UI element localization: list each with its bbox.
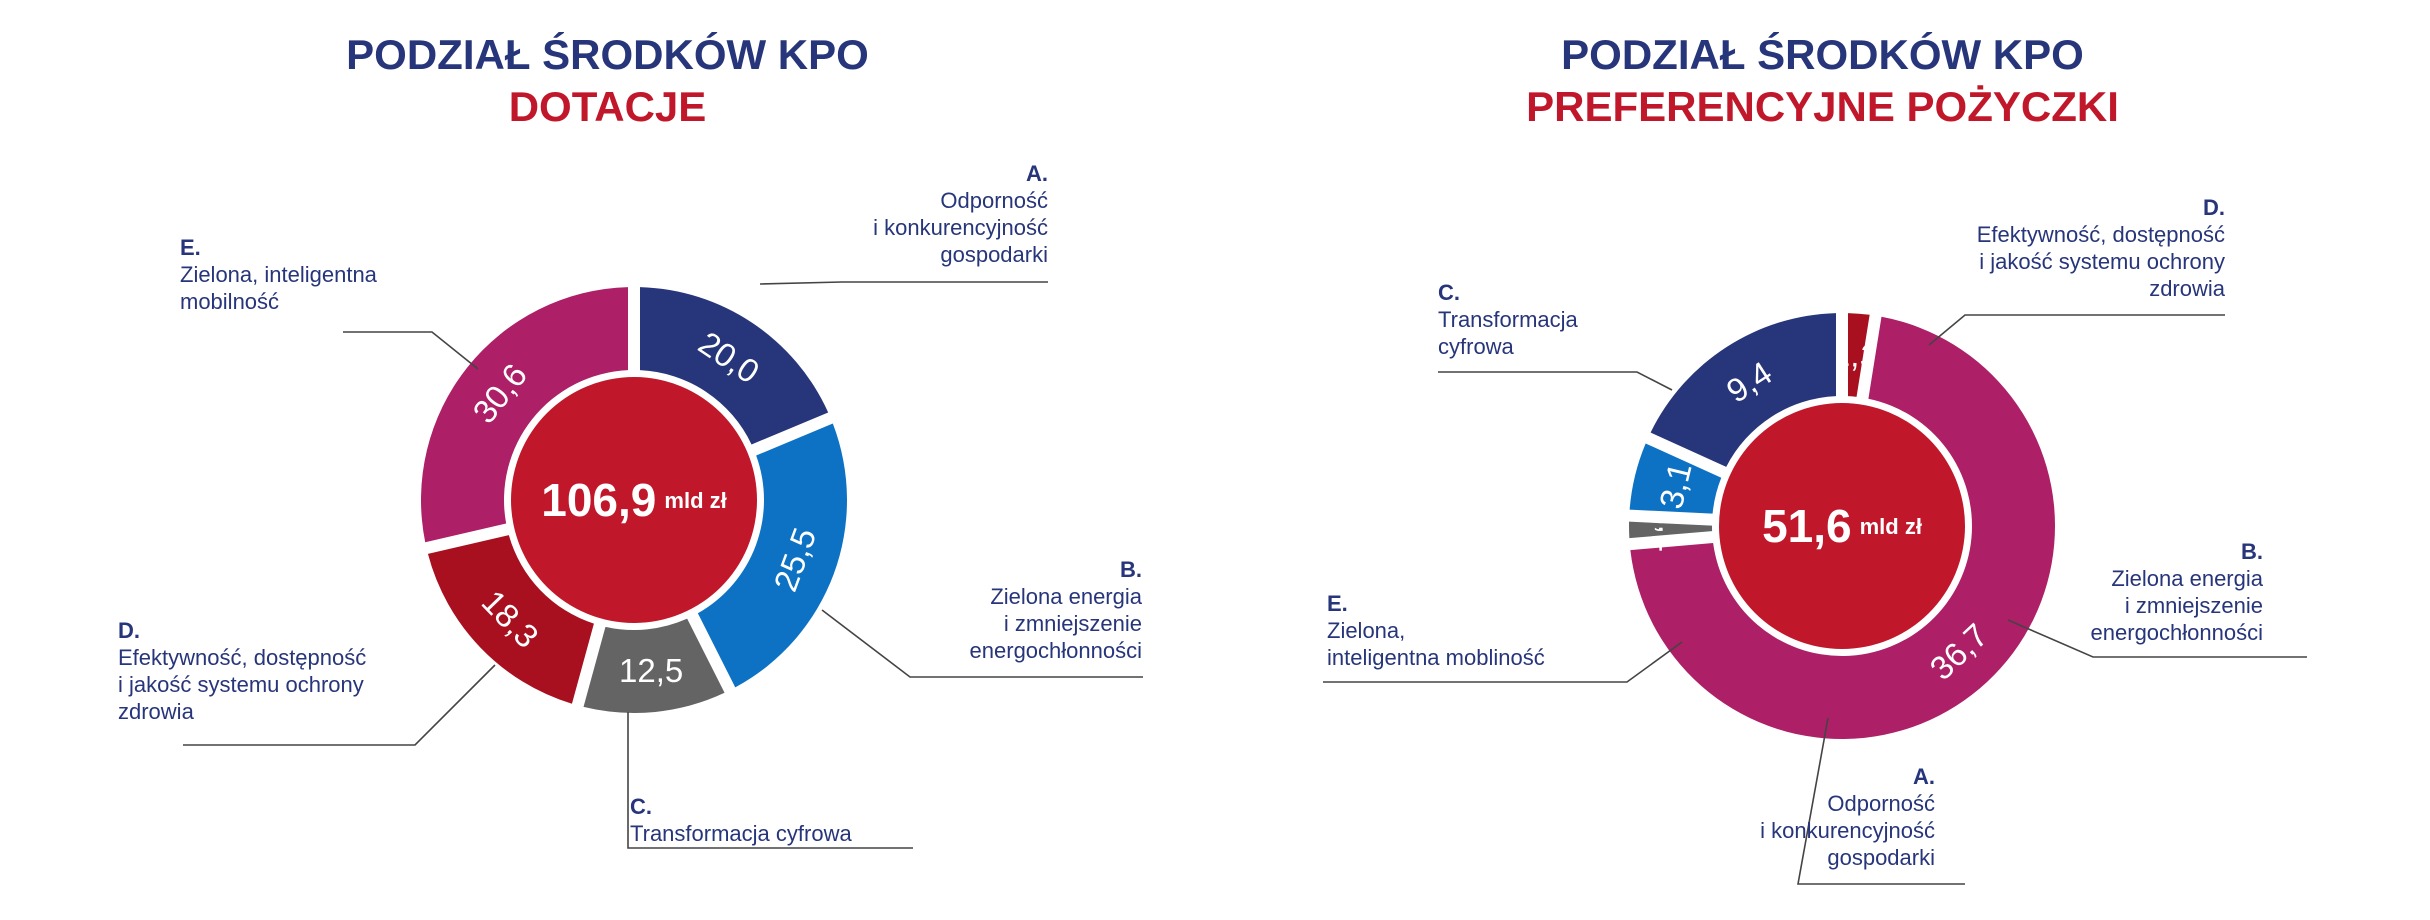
- center-circle: [511, 377, 757, 623]
- donut-segment: [1629, 521, 1713, 539]
- category-code: A.: [1913, 764, 1935, 789]
- leader-line: [821, 609, 1143, 678]
- category-label-line: energochłonności: [2090, 620, 2263, 645]
- donut-segment: [639, 287, 829, 445]
- chart-subtitle: PREFERENCYJNE POŻYCZKI: [1526, 83, 2119, 130]
- category-label-e: E. Zielona, inteligentna mobilność: [180, 234, 377, 315]
- category-label-b: B. Zielona energia i zmniejszenie energo…: [970, 556, 1142, 664]
- leader-line: [1438, 371, 1673, 391]
- donut-segment: [1629, 443, 1722, 514]
- donut-segment: [697, 423, 847, 688]
- donut-segment: [1630, 316, 2055, 739]
- donut-segment: [1650, 313, 1837, 467]
- donut-segment: [421, 287, 629, 543]
- category-label-line: energochłonności: [969, 638, 1142, 663]
- category-label-line: i zmniejszenie: [1003, 611, 1142, 636]
- chart-panel-pozyczki: PODZIAŁ ŚRODKÓW KPO PREFERENCYJNE POŻYCZ…: [1215, 0, 2430, 920]
- category-label-line: Transformacja: [1438, 307, 1578, 332]
- donut-segment: [583, 618, 725, 714]
- category-label-line: Efektywność, dostępność: [1976, 222, 2225, 247]
- category-label-line: Transformacja cyfrowa: [630, 821, 852, 846]
- leader-line: [1323, 641, 1683, 683]
- category-label-line: Zielona energia: [990, 584, 1142, 609]
- category-label-d: D. Efektywność, dostępność i jakość syst…: [1950, 194, 2225, 302]
- chart-title: PODZIAŁ ŚRODKÓW KPO: [1561, 31, 2084, 78]
- category-label-line: gospodarki: [940, 242, 1048, 267]
- leader-line: [759, 281, 1048, 285]
- donut-segment: [427, 535, 594, 704]
- category-code: B.: [2241, 539, 2263, 564]
- segment-value-label: 1,3: [1831, 335, 1880, 376]
- donut-segment: [1847, 313, 1870, 397]
- leader-line: [183, 664, 496, 746]
- category-label-line: Efektywność, dostępność: [118, 645, 367, 670]
- category-label-a: A. Odporność i konkurencyjność gospodark…: [873, 160, 1048, 268]
- leader-line: [343, 331, 479, 370]
- total-unit: mld zł: [1860, 514, 1922, 539]
- category-label-a: A. Odporność i konkurencyjność gospodark…: [1735, 763, 1935, 871]
- segment-value-label: 12,5: [619, 652, 683, 689]
- category-label-line: i zmniejszenie: [2124, 593, 2263, 618]
- total-label: 51,6 mld zł: [1762, 500, 1922, 552]
- category-label-line: i konkurencyjność: [873, 215, 1048, 240]
- category-label-line: cyfrowa: [1438, 334, 1514, 359]
- category-code: A.: [1026, 161, 1048, 186]
- category-label-c: C. Transformacja cyfrowa: [1438, 279, 1578, 360]
- total-label: 106,9 mld zł: [541, 474, 726, 526]
- total-value: 106,9: [541, 474, 656, 526]
- chart-title: PODZIAŁ ŚRODKÓW KPO: [346, 31, 869, 78]
- category-code: D.: [2203, 195, 2225, 220]
- category-label-e: E. Zielona, inteligentna mobliność: [1327, 590, 1545, 671]
- category-label-line: Odporność: [940, 188, 1048, 213]
- category-label-line: i jakość systemu ochrony: [1979, 249, 2225, 274]
- category-code: D.: [118, 618, 140, 643]
- chart-panel-dotacje: PODZIAŁ ŚRODKÓW KPO DOTACJE 20,0 25,5 12,5…: [118, 31, 1143, 849]
- category-label-line: Zielona, inteligentna: [180, 262, 377, 287]
- category-code: C.: [1438, 280, 1460, 305]
- category-label-line: zdrowia: [2149, 276, 2225, 301]
- category-code: B.: [1120, 557, 1142, 582]
- donut-chart: 1,336,71,13,19,451,6 mld zł: [1323, 313, 2307, 885]
- category-label-line: i konkurencyjność: [1760, 818, 1935, 843]
- leader-line: [1797, 717, 1965, 885]
- category-code: E.: [1327, 591, 1348, 616]
- leader-line: [2007, 619, 2307, 658]
- category-label-b: B. Zielona energia i zmniejszenie energo…: [2045, 538, 2263, 646]
- category-label-line: Odporność: [1827, 791, 1935, 816]
- category-label-line: Zielona,: [1327, 618, 1406, 643]
- total-unit: mld zł: [664, 488, 726, 513]
- category-label-line: Zielona energia: [2111, 566, 2263, 591]
- category-label-line: i jakość systemu ochrony: [118, 672, 364, 697]
- leader-line: [1928, 314, 2225, 346]
- category-label-line: zdrowia: [118, 699, 194, 724]
- category-label-c: C. Transformacja cyfrowa: [630, 793, 852, 847]
- leader-line: [627, 712, 913, 849]
- segment-value-label: 1,1: [1652, 506, 1690, 553]
- total-value: 51,6: [1762, 500, 1852, 552]
- chart-subtitle: DOTACJE: [508, 83, 707, 130]
- category-label-line: inteligentna mobliność: [1327, 645, 1545, 670]
- category-code: E.: [180, 235, 201, 260]
- category-code: C.: [630, 794, 652, 819]
- category-label-d: D. Efektywność, dostępność i jakość syst…: [118, 617, 366, 725]
- center-circle: [1719, 403, 1965, 649]
- category-label-line: gospodarki: [1827, 845, 1935, 870]
- category-label-line: mobilność: [180, 289, 280, 314]
